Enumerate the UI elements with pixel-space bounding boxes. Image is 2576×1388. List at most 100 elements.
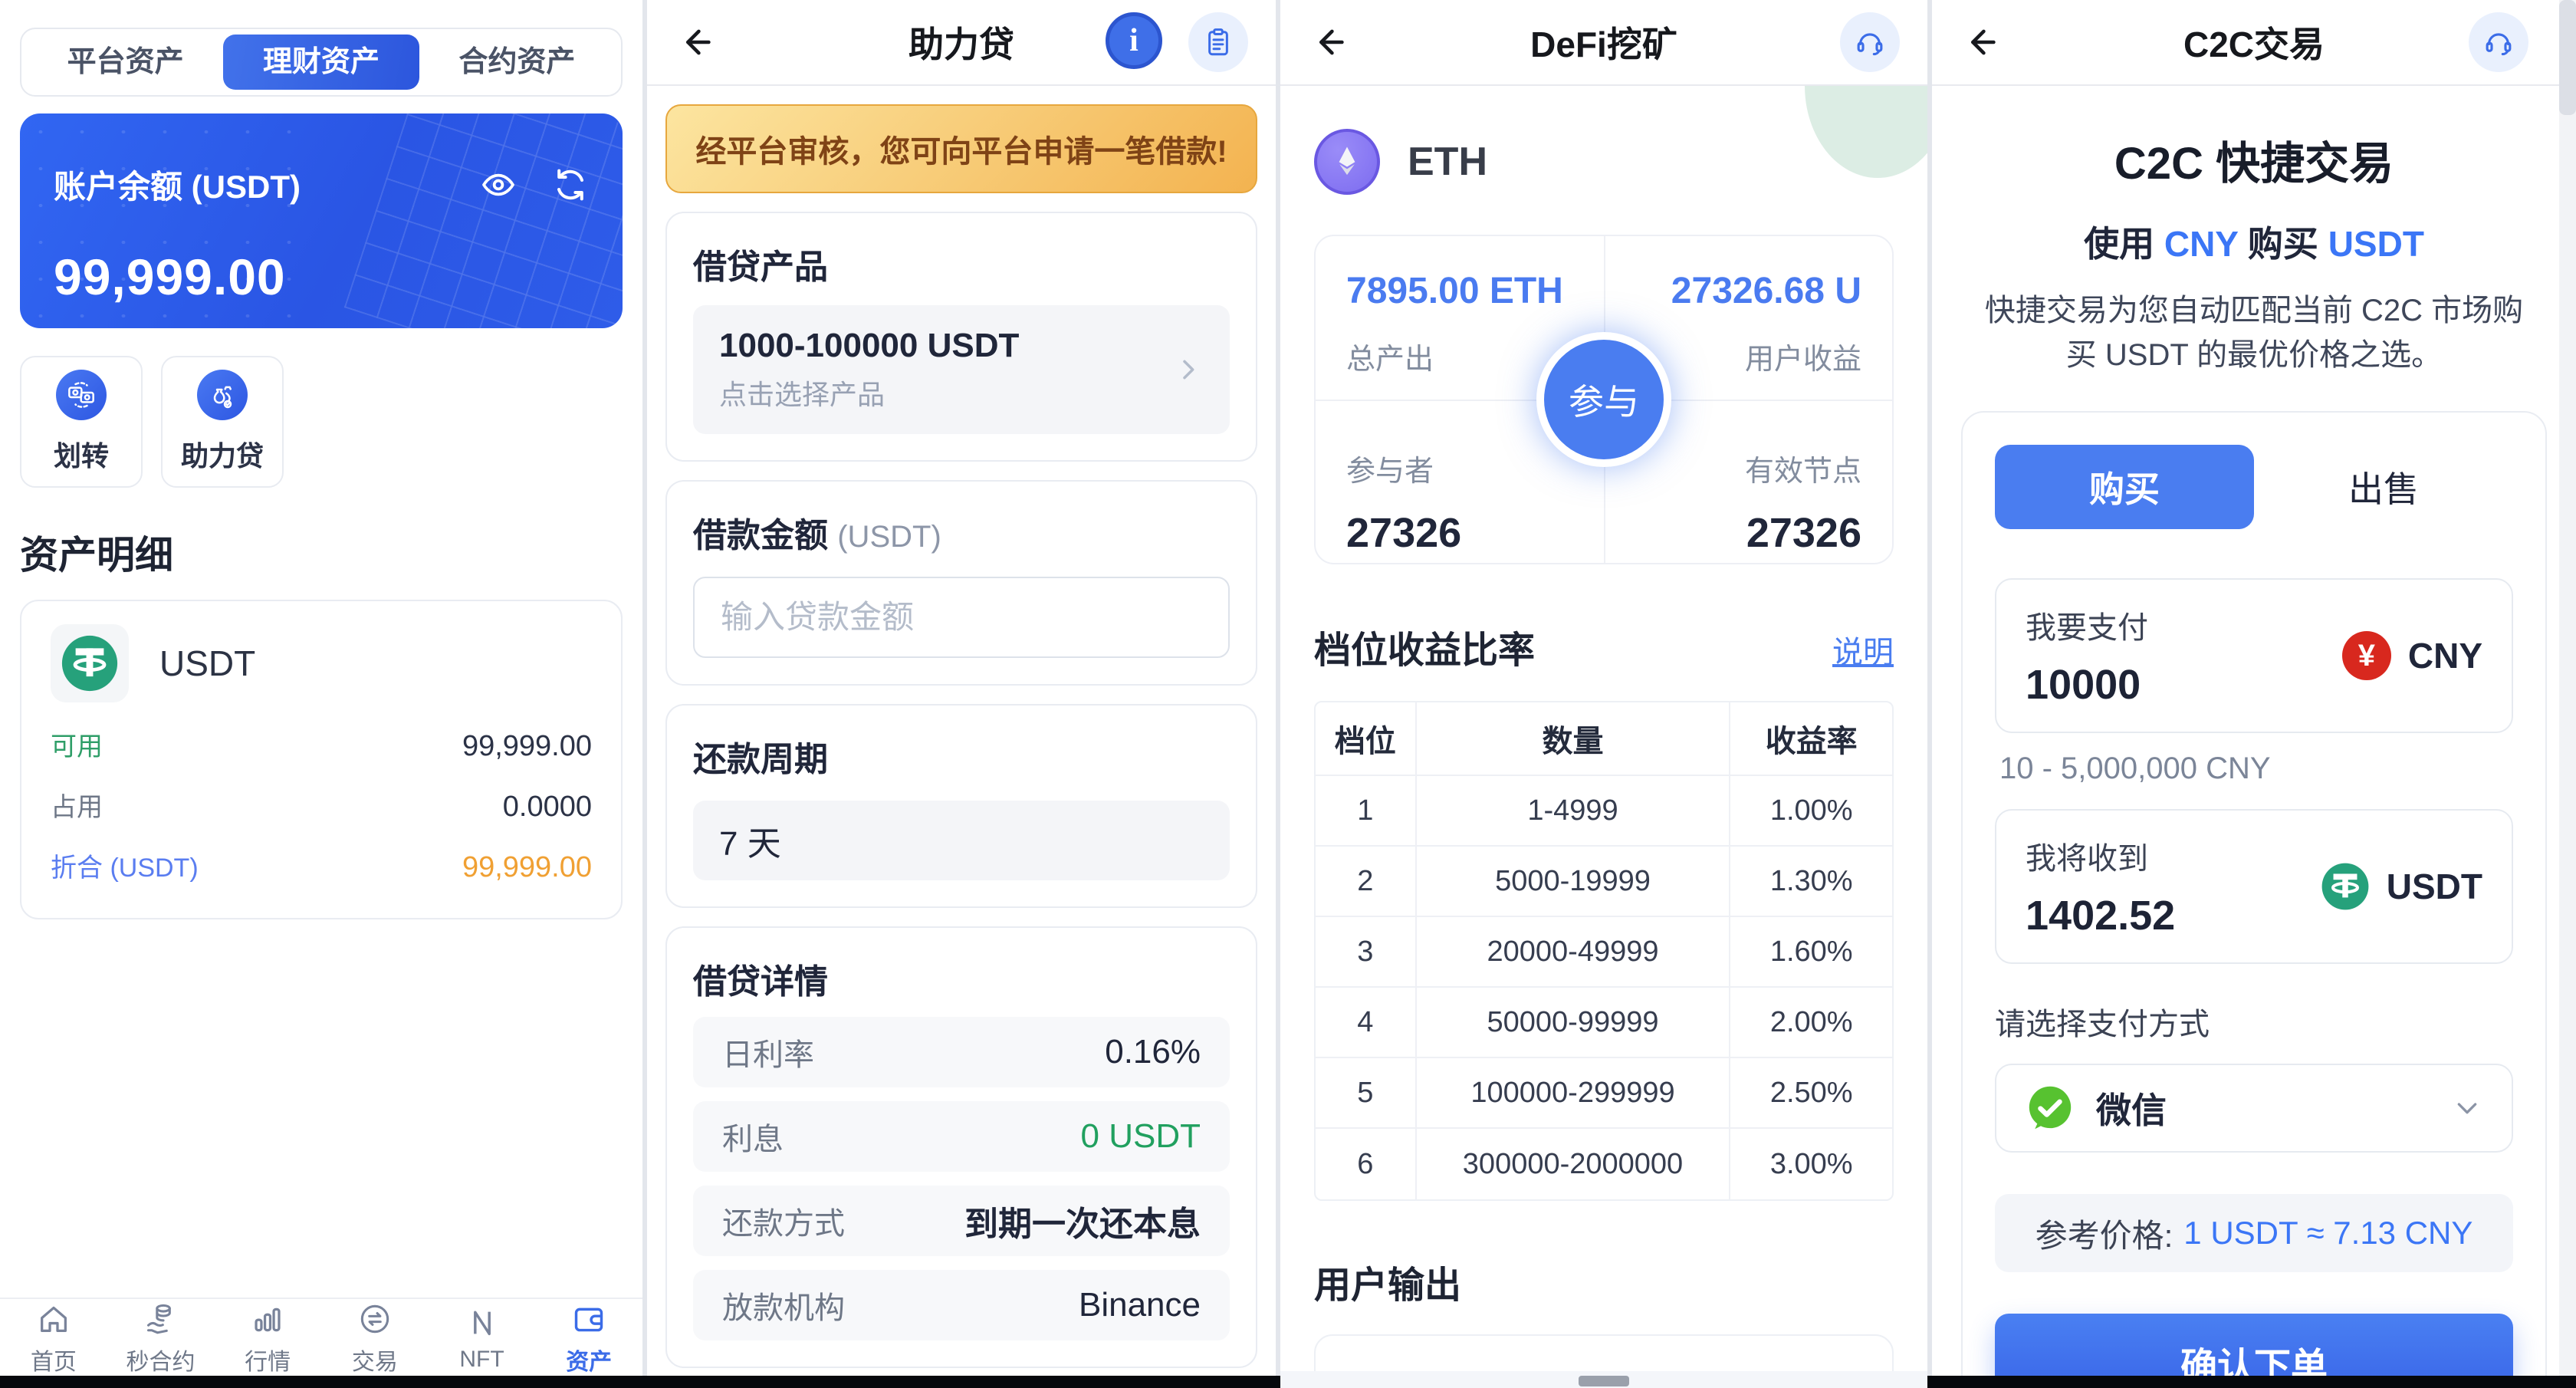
pay-amount-field[interactable]: 我要支付 10000 ¥ CNY xyxy=(1995,578,2513,733)
tab-buy[interactable]: 购买 xyxy=(1995,445,2254,529)
frozen-value: 0.0000 xyxy=(502,791,592,823)
loan-amount-card: 借款金额 (USDT) xyxy=(665,480,1257,686)
tab-sell[interactable]: 出售 xyxy=(2348,469,2419,509)
c2c-hero-title: C2C 快捷交易 xyxy=(2114,139,2394,189)
table-row: 2 5000-19999 1.30% xyxy=(1316,847,1892,917)
product-selector[interactable]: 1000-100000 USDT 点击选择产品 xyxy=(693,305,1230,434)
payment-method-value: 微信 xyxy=(2096,1090,2167,1130)
transfer-icon xyxy=(56,370,107,420)
loan-label: 助力贷 xyxy=(180,440,264,472)
back-icon[interactable] xyxy=(1308,22,1348,62)
col-rate: 收益率 xyxy=(1730,702,1892,776)
receive-value: 1402.52 xyxy=(2026,893,2176,939)
tab-contract-assets[interactable]: 合约资产 xyxy=(458,46,576,78)
tier-table-header: 档位 数量 收益率 xyxy=(1316,702,1892,776)
chevron-down-icon xyxy=(2452,1093,2482,1123)
refresh-icon[interactable] xyxy=(552,166,589,203)
lender-label: 放款机构 xyxy=(722,1291,845,1325)
cell: 2.50% xyxy=(1730,1058,1892,1129)
tier-explain-link[interactable]: 说明 xyxy=(1832,636,1894,669)
receive-amount-field[interactable]: 我将收到 1402.52 USDT xyxy=(1995,809,2513,964)
panel-separator xyxy=(1276,0,1280,1376)
back-icon[interactable] xyxy=(1960,22,1999,62)
drag-handle-icon[interactable] xyxy=(1579,1376,1629,1386)
cell: 1-4999 xyxy=(1416,776,1731,847)
confirm-order-button[interactable]: 确认下单 xyxy=(1995,1314,2513,1376)
asset-detail-title: 资产明细 xyxy=(20,534,173,577)
table-row: 1 1-4999 1.00% xyxy=(1316,776,1892,847)
sub-cny: CNY xyxy=(2164,224,2239,264)
nav-trade[interactable]: 交易 xyxy=(321,1298,429,1376)
tab-platform-assets[interactable]: 平台资产 xyxy=(67,46,184,78)
payment-method-select[interactable]: 微信 xyxy=(1995,1064,2513,1153)
mining-stats-card: 7895.00 ETH 总产出 27326.68 U 用户收益 参与者 2732… xyxy=(1314,235,1894,564)
participants-value: 27326 xyxy=(1346,510,1462,556)
nodes-label: 有效节点 xyxy=(1744,456,1861,488)
back-icon[interactable] xyxy=(675,22,715,62)
cell: 1.00% xyxy=(1730,776,1892,847)
bottom-sheet-bar xyxy=(1280,1371,1927,1388)
buy-sell-tabs: 购买 出售 xyxy=(1995,445,2513,529)
col-tier: 档位 xyxy=(1316,702,1417,776)
nav-markets-label: 行情 xyxy=(245,1350,291,1375)
pay-label: 我要支付 xyxy=(2026,611,2148,645)
cell: 1.30% xyxy=(1730,847,1892,917)
loan-details-card: 借贷详情 日利率 0.16% 利息 0 USDT 还款方式 到期一次还本息 放款… xyxy=(665,926,1257,1368)
table-row: 4 50000-99999 2.00% xyxy=(1316,988,1892,1058)
nav-home-label: 首页 xyxy=(30,1350,77,1375)
product-hint: 点击选择产品 xyxy=(719,379,886,410)
nav-nft-label: NFT xyxy=(459,1347,504,1372)
converted-value: 99,999.00 xyxy=(462,851,592,883)
cell: 100000-299999 xyxy=(1416,1058,1731,1129)
tier-section-title: 档位收益比率 xyxy=(1314,630,1536,671)
c2c-order-card: 购买 出售 我要支付 10000 ¥ CNY 10 - 5,000,000 CN… xyxy=(1961,411,2547,1376)
cell: 20000-49999 xyxy=(1416,917,1731,988)
loan-approved-banner: 经平台审核，您可向平台申请一笔借款! xyxy=(665,104,1257,193)
transfer-button[interactable]: 划转 xyxy=(20,356,143,488)
panel-c2c-trade: C2C交易 C2C 快捷交易 使用 CNY 购买 USDT 快捷交易为您自动匹配… xyxy=(1932,0,2576,1376)
available-value: 99,999.00 xyxy=(462,730,592,762)
quick-actions: 划转 助力贷 xyxy=(20,356,623,488)
total-output-value: 7895.00 ETH xyxy=(1346,271,1563,311)
participate-button[interactable]: 参与 xyxy=(1536,332,1671,467)
balance-label: 账户余额 (USDT) xyxy=(54,169,301,205)
payment-method-label: 请选择支付方式 xyxy=(1995,1008,2210,1041)
repay-period-value[interactable]: 7 天 xyxy=(693,801,1230,880)
loan-button[interactable]: 助力贷 xyxy=(161,356,284,488)
exchange-icon xyxy=(357,1301,393,1337)
eye-icon[interactable] xyxy=(480,166,517,203)
customer-service-icon[interactable] xyxy=(2469,12,2528,72)
page-title: DeFi挖矿 xyxy=(1530,25,1677,64)
total-output-label: 总产出 xyxy=(1346,344,1434,376)
coins-hand-icon xyxy=(143,1301,179,1337)
nav-markets[interactable]: 行情 xyxy=(214,1298,321,1376)
cell: 2 xyxy=(1316,847,1417,917)
scrollbar-thumb[interactable] xyxy=(2559,0,2576,115)
repay-method-label: 还款方式 xyxy=(722,1207,845,1241)
loan-amount-title: 借款金额 xyxy=(693,517,828,554)
loan-records-icon[interactable] xyxy=(1188,12,1248,72)
nav-seconds-contract[interactable]: 秒合约 xyxy=(107,1298,215,1376)
nft-icon xyxy=(465,1305,500,1340)
scrollbar-track[interactable] xyxy=(2559,0,2576,1376)
loan-product-card: 借贷产品 1000-100000 USDT 点击选择产品 xyxy=(665,212,1257,462)
user-income-value: 27326.68 U xyxy=(1671,271,1861,311)
nav-assets-label: 资产 xyxy=(566,1350,613,1375)
loan-icon xyxy=(197,370,248,420)
daily-rate-value: 0.16% xyxy=(1105,1033,1201,1071)
transfer-label: 划转 xyxy=(53,440,109,472)
tab-finance-assets[interactable]: 理财资产 xyxy=(223,35,419,90)
balance-value: 99,999.00 xyxy=(54,248,286,305)
nav-home[interactable]: 首页 xyxy=(0,1298,107,1376)
cell: 5000-19999 xyxy=(1416,847,1731,917)
cell: 6 xyxy=(1316,1129,1417,1199)
bottom-nav: 首页 秒合约 行情 交易 NFT 资产 xyxy=(0,1298,642,1376)
loan-amount-input[interactable] xyxy=(693,577,1230,658)
panel-separator xyxy=(1927,0,1932,1376)
nav-assets[interactable]: 资产 xyxy=(535,1298,642,1376)
cell: 4 xyxy=(1316,988,1417,1058)
customer-service-icon[interactable] xyxy=(1840,12,1900,72)
info-icon[interactable]: i xyxy=(1106,12,1162,69)
nav-nft[interactable]: NFT xyxy=(429,1302,536,1373)
usdt-asset-card[interactable]: USDT 可用 99,999.00 占用 0.0000 折合 (USDT) 99… xyxy=(20,600,623,919)
